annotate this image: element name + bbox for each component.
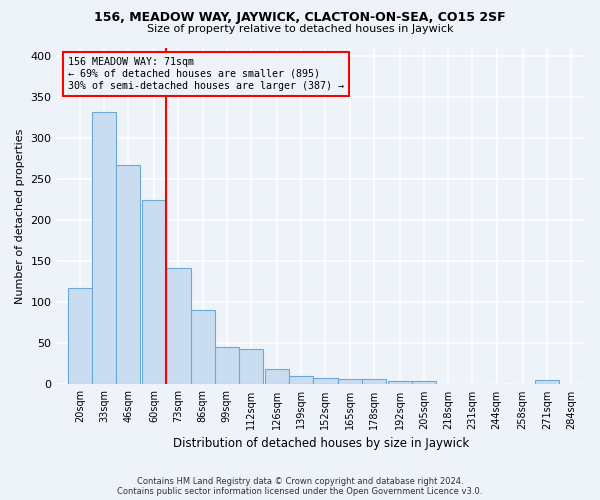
- Bar: [239, 349, 263, 384]
- Bar: [412, 381, 436, 384]
- Bar: [215, 346, 239, 385]
- Bar: [265, 369, 289, 384]
- Bar: [92, 112, 116, 384]
- Text: 156 MEADOW WAY: 71sqm
← 69% of detached houses are smaller (895)
30% of semi-det: 156 MEADOW WAY: 71sqm ← 69% of detached …: [68, 58, 344, 90]
- Bar: [166, 268, 191, 384]
- X-axis label: Distribution of detached houses by size in Jaywick: Distribution of detached houses by size …: [173, 437, 469, 450]
- Bar: [116, 165, 140, 384]
- Text: Size of property relative to detached houses in Jaywick: Size of property relative to detached ho…: [147, 24, 453, 34]
- Text: 156, MEADOW WAY, JAYWICK, CLACTON-ON-SEA, CO15 2SF: 156, MEADOW WAY, JAYWICK, CLACTON-ON-SEA…: [94, 11, 506, 24]
- Bar: [388, 381, 412, 384]
- Bar: [289, 376, 313, 384]
- Bar: [338, 380, 362, 384]
- Bar: [68, 288, 92, 384]
- Bar: [535, 380, 559, 384]
- Bar: [313, 378, 338, 384]
- Bar: [191, 310, 215, 384]
- Bar: [362, 378, 386, 384]
- Text: Contains HM Land Registry data © Crown copyright and database right 2024.
Contai: Contains HM Land Registry data © Crown c…: [118, 476, 482, 496]
- Y-axis label: Number of detached properties: Number of detached properties: [15, 128, 25, 304]
- Bar: [142, 200, 166, 384]
